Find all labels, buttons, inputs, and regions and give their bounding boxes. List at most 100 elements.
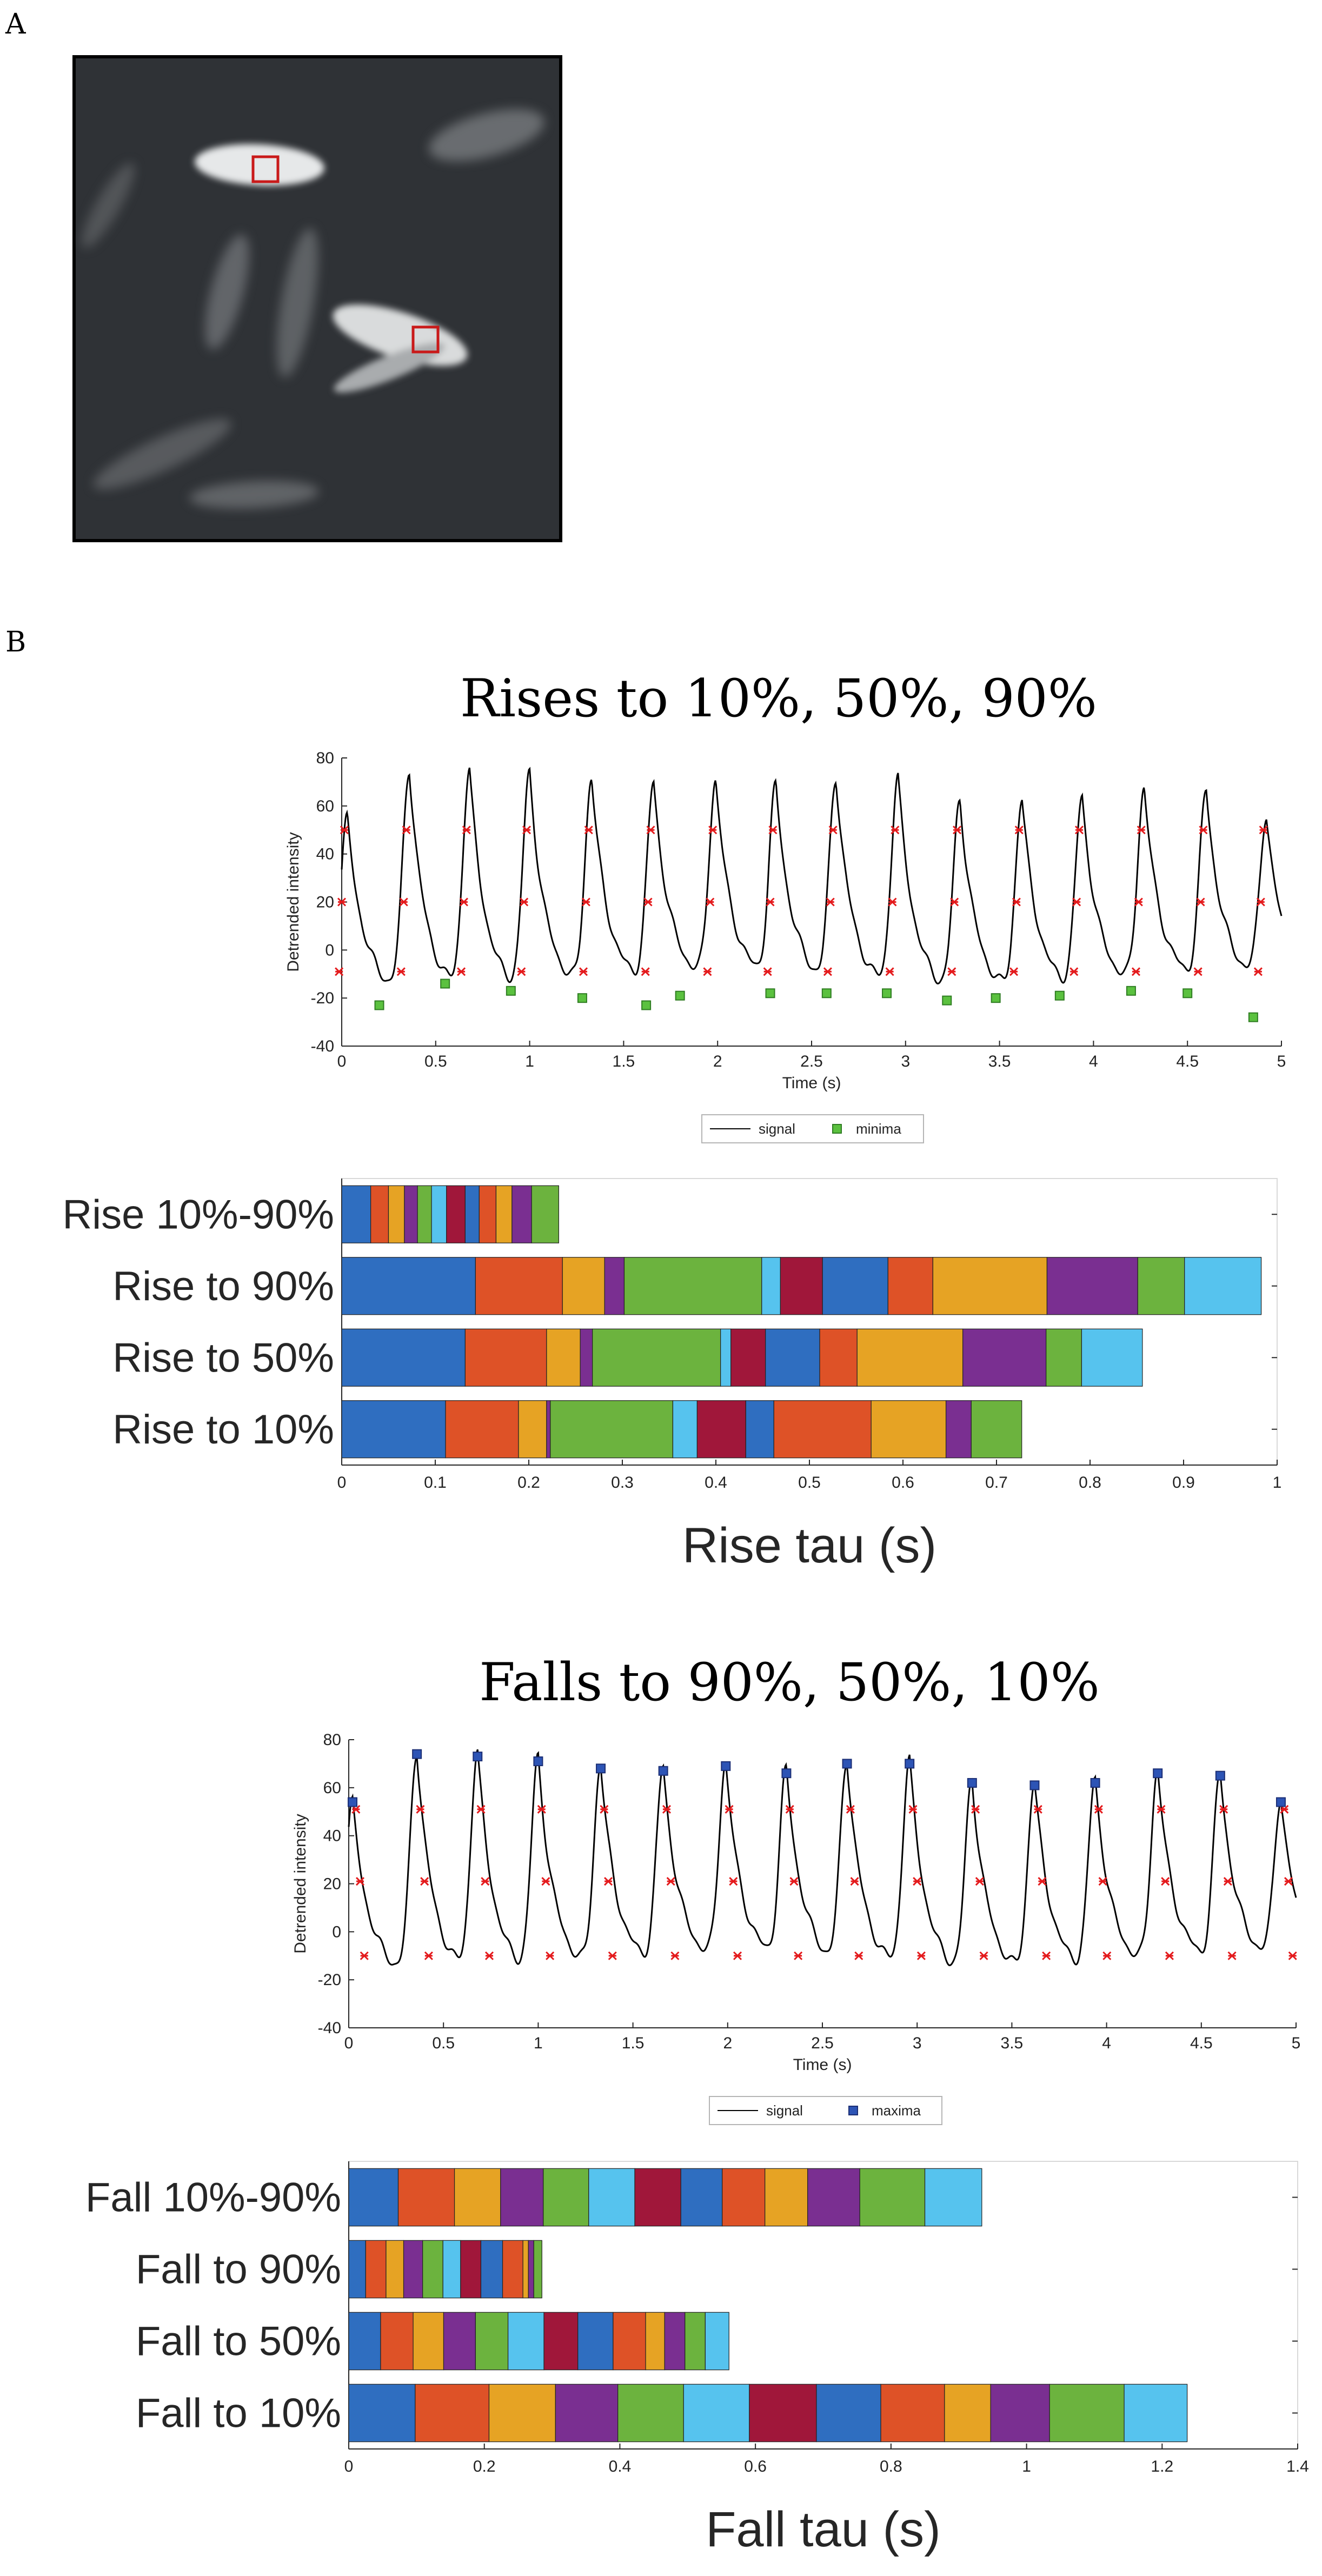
y-tick-label: 20 [316, 894, 334, 911]
y-tick-label: 60 [323, 1779, 341, 1797]
roi-box-1 [251, 155, 280, 183]
threshold-marker [484, 1951, 494, 1960]
legend-signal-label-2: signal [766, 2102, 803, 2119]
fall-trace-title: Falls to 90%, 50%, 10% [479, 1652, 1100, 1713]
bar-segment [464, 1328, 547, 1387]
bar-segment [533, 2240, 542, 2299]
bar-segment [1049, 2384, 1125, 2442]
threshold-marker [1009, 967, 1019, 976]
threshold-marker [888, 897, 897, 907]
x-tick-label: 1 [1022, 2458, 1031, 2475]
bar-segment [341, 1328, 466, 1387]
threshold-marker [785, 1805, 794, 1814]
bar-segment [442, 2240, 461, 2299]
minima-marker [1248, 1012, 1258, 1022]
bar-segment [431, 1185, 447, 1243]
bar-segment [562, 1257, 605, 1315]
bar-segment [365, 2240, 387, 2299]
bar-segment [1046, 1328, 1082, 1387]
minima-marker [1054, 990, 1065, 1001]
minima-marker [821, 988, 832, 999]
bar-segment [446, 1185, 466, 1243]
rise-trace-xlabel: Time (s) [782, 1074, 841, 1092]
bar-segment [397, 2168, 455, 2227]
bar-category-label: Fall to 50% [136, 2319, 341, 2365]
x-tick-label: 0.1 [424, 1474, 447, 1492]
threshold-marker [1094, 1805, 1103, 1814]
bar-segment [730, 1328, 766, 1387]
bar-segment [634, 2168, 681, 2227]
bar-segment [945, 1400, 972, 1459]
bar-segment [696, 1400, 746, 1459]
threshold-marker [823, 967, 832, 976]
minima-marker [765, 988, 775, 999]
bar-segment [720, 1328, 732, 1387]
threshold-marker [850, 1876, 859, 1886]
x-tick-label: 0.4 [609, 2458, 632, 2475]
threshold-marker [1161, 1876, 1170, 1886]
threshold-marker [768, 826, 778, 835]
threshold-marker [481, 1876, 490, 1886]
threshold-marker [952, 826, 962, 835]
threshold-marker [459, 897, 469, 907]
legend-maxima-label: maxima [872, 2102, 921, 2119]
maxima-marker [967, 1778, 977, 1788]
maxima-marker [1153, 1768, 1163, 1779]
x-tick-label: 3 [913, 2034, 922, 2052]
bar-category-label: Rise to 50% [112, 1335, 334, 1381]
threshold-marker [1102, 1951, 1112, 1960]
bar-segment [816, 2384, 881, 2442]
maxima-marker [781, 1768, 792, 1779]
minima-marker [1126, 986, 1136, 996]
threshold-marker [537, 1805, 546, 1814]
threshold-marker [360, 1951, 369, 1960]
bar-segment [705, 2312, 729, 2371]
threshold-marker [1069, 967, 1079, 976]
bar-segment [761, 1257, 781, 1315]
bar-segment [859, 2168, 926, 2227]
threshold-marker [399, 897, 408, 907]
y-tick-label: -40 [311, 1037, 334, 1055]
threshold-marker [416, 1805, 425, 1814]
bar-segment [555, 2384, 619, 2442]
threshold-marker [1014, 826, 1024, 835]
bar-category-label: Fall to 90% [136, 2247, 341, 2293]
maxima-marker [842, 1759, 852, 1769]
bar-segment [685, 2312, 706, 2371]
bar-segment [722, 2168, 766, 2227]
x-tick-label: 1 [534, 2034, 543, 2052]
bar-segment [370, 1185, 389, 1243]
threshold-marker [725, 1805, 734, 1814]
x-tick-label: 0.6 [892, 1474, 914, 1492]
bar-segment [680, 2168, 723, 2227]
threshold-marker [766, 897, 775, 907]
bar-segment [518, 1400, 547, 1459]
x-tick-label: 3.5 [988, 1053, 1011, 1070]
x-tick-label: 3.5 [1001, 2034, 1024, 2052]
x-tick-label: 0.4 [705, 1474, 727, 1492]
threshold-marker [643, 897, 653, 907]
threshold-marker [1253, 967, 1263, 976]
bar-segment [479, 1185, 497, 1243]
bar-segment [664, 2312, 686, 2371]
maxima-marker [658, 1766, 668, 1776]
bar-segment [623, 1257, 762, 1315]
x-tick-label: 0.5 [798, 1474, 821, 1492]
threshold-marker [1196, 897, 1205, 907]
fall-trace-legend: signal maxima [709, 2096, 942, 2125]
threshold-marker [355, 1876, 365, 1886]
x-tick-label: 5 [1277, 1053, 1286, 1070]
threshold-marker [641, 967, 650, 976]
bar-category-label: Rise to 10% [112, 1407, 334, 1453]
fall-trace-chart: Detrended intensity Time (s) 0 0.5 1 1.5 2 2.… [291, 1731, 1300, 2074]
bar-segment [944, 2384, 991, 2442]
y-tick-label: 0 [332, 1923, 341, 1941]
threshold-marker [1193, 967, 1203, 976]
threshold-marker [608, 1951, 617, 1960]
threshold-marker [1038, 1876, 1047, 1886]
threshold-marker [424, 1951, 433, 1960]
threshold-marker [1137, 826, 1146, 835]
threshold-marker [1074, 826, 1084, 835]
bar-segment [765, 1328, 820, 1387]
bar-segment [645, 2312, 665, 2371]
